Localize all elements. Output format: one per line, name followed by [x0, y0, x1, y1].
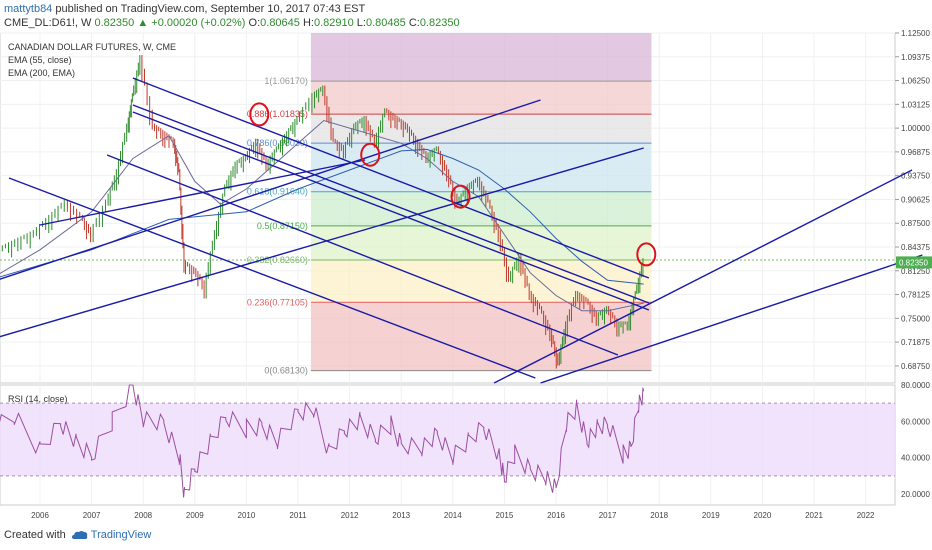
- last-price-tag: [896, 256, 932, 269]
- publish-line: mattytb84 published on TradingView.com, …: [4, 3, 365, 15]
- trend-channel-line: [0, 99, 541, 280]
- fib-zone: [310, 191, 652, 226]
- last-price-tag-label: 0.82350: [899, 258, 928, 267]
- price-change: +0.00020 (+0.02%): [151, 17, 246, 29]
- quote-line: CME_DL:D61!, W 0.82350 ▲ +0.00020 (+0.02…: [4, 17, 460, 29]
- highlight-circle-marker: [249, 102, 270, 127]
- x-tick-label: 2010: [238, 511, 256, 520]
- up-arrow-icon: ▲: [137, 17, 149, 29]
- legend-ema200: EMA (200, EMA): [8, 68, 75, 78]
- legend-ema55: EMA (55, close): [8, 55, 72, 65]
- y-tick-label: 0.71875: [901, 338, 930, 347]
- y-tick-label: 0.68750: [901, 362, 930, 371]
- trend-channel-line: [39, 159, 366, 226]
- close-value: 0.82350: [419, 17, 460, 29]
- ema55-line: [0, 119, 644, 312]
- y-tick-label: 0.75000: [901, 314, 930, 323]
- open-label: O:: [248, 17, 261, 29]
- author-link[interactable]: mattytb84: [4, 3, 53, 15]
- published-text: published on TradingView.com, September …: [55, 3, 366, 15]
- y-tick-label: 0.90625: [901, 195, 930, 204]
- trend-channel-line: [106, 154, 619, 356]
- legend-title: CANADIAN DOLLAR FUTURES, W, CME: [8, 42, 176, 52]
- y-tick-label: 0.84375: [901, 243, 930, 252]
- high-value: 0.82910: [313, 17, 354, 29]
- y-tick-label: 0.78125: [901, 291, 930, 300]
- highlight-circle-marker: [360, 142, 381, 167]
- y-tick-label: 1.09375: [901, 53, 930, 62]
- rsi-line: [0, 384, 645, 498]
- x-tick-label: 2020: [754, 511, 772, 520]
- x-tick-label: 2012: [341, 511, 359, 520]
- trend-channel-line: [132, 111, 650, 311]
- fib-level-label: 0.618(0.91640): [247, 187, 308, 197]
- y-tick-label: 0.87500: [901, 219, 930, 228]
- y-tick-label: 0.93750: [901, 172, 930, 181]
- x-tick-label: 2022: [857, 511, 875, 520]
- created-with-text: Created with: [4, 529, 66, 541]
- x-tick-label: 2013: [392, 511, 410, 520]
- symbol: CME_DL:D61!, W: [4, 17, 92, 29]
- x-tick-label: 2011: [289, 511, 307, 520]
- fib-zone: [310, 225, 652, 261]
- open-value: 0.80645: [260, 17, 300, 29]
- trend-channel-line: [493, 169, 913, 384]
- y-tick-label: 0.81250: [901, 267, 930, 276]
- y-tick-label: 1.06250: [901, 77, 930, 86]
- tradingview-brand: TradingView: [90, 529, 152, 541]
- x-tick-label: 2021: [805, 511, 823, 520]
- trend-channel-line: [8, 177, 536, 379]
- x-tick-label: 2016: [547, 511, 565, 520]
- x-tick-label: 2019: [702, 511, 720, 520]
- rsi-y-tick-label: 40.0000: [901, 454, 930, 463]
- tradingview-logo[interactable]: TradingView: [71, 529, 152, 541]
- x-tick-label: 2008: [134, 511, 152, 520]
- fib-zone: [310, 81, 652, 115]
- x-tick-label: 2017: [599, 511, 617, 520]
- fib-level-label: 0.786(0.98030): [247, 138, 308, 148]
- low-value: 0.80485: [365, 17, 406, 29]
- x-tick-label: 2007: [83, 511, 101, 520]
- trend-channel-line: [132, 104, 650, 304]
- footer: Created with TradingView: [4, 529, 151, 541]
- ema200-line: [0, 148, 644, 285]
- rsi-label: RSI (14, close): [8, 394, 68, 404]
- fib-level-label: 0(0.68130): [264, 366, 308, 376]
- x-tick-label: 2018: [650, 511, 668, 520]
- fib-zone: [310, 260, 652, 303]
- trend-channel-line: [132, 77, 650, 279]
- x-tick-label: 2009: [186, 511, 204, 520]
- y-tick-label: 1.12500: [901, 29, 930, 38]
- trend-channel-line: [0, 147, 644, 338]
- high-label: H:: [302, 17, 314, 29]
- fib-level-label: 0.5(0.87150): [257, 221, 308, 231]
- y-tick-label: 1.03125: [901, 100, 930, 109]
- last-price: 0.82350: [94, 17, 135, 29]
- rsi-y-tick-label: 20.0000: [901, 490, 930, 499]
- x-tick-label: 2014: [444, 511, 462, 520]
- fib-level-label: 1(1.06170): [264, 76, 308, 86]
- cloud-icon: [71, 531, 88, 539]
- rsi-y-tick-label: 80.0000: [901, 381, 930, 390]
- highlight-circle-marker: [450, 184, 471, 209]
- y-tick-label: 0.96875: [901, 148, 930, 157]
- fib-zone: [310, 33, 652, 82]
- x-tick-label: 2006: [31, 511, 49, 520]
- highlight-circle-marker: [636, 242, 657, 267]
- fib-level-label: 0.236(0.77105): [247, 297, 308, 307]
- fib-zone: [310, 143, 652, 192]
- fib-level-label: 0.886(1.01835): [247, 109, 308, 119]
- y-tick-label: 1.00000: [901, 124, 930, 133]
- low-label: L:: [356, 17, 366, 29]
- rsi-band: [0, 403, 895, 476]
- close-label: C:: [408, 17, 420, 29]
- rsi-y-tick-label: 60.0000: [901, 417, 930, 426]
- x-tick-label: 2015: [496, 511, 514, 520]
- trend-channel-line: [540, 254, 923, 384]
